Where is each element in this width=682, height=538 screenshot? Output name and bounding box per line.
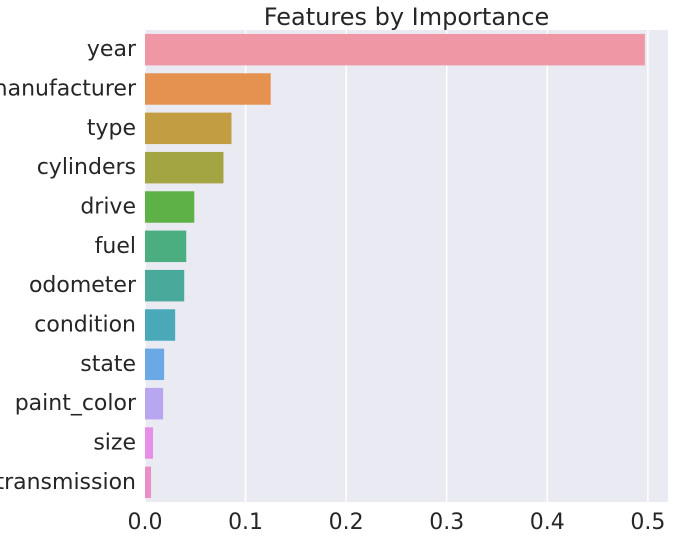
category-label: odometer	[29, 273, 137, 298]
bars	[145, 33, 645, 499]
category-label: transmission	[0, 470, 136, 495]
category-label: fuel	[95, 234, 136, 259]
bar-manufacturer	[145, 73, 271, 105]
x-tick-label: 0.1	[228, 510, 263, 535]
bar-state	[145, 348, 165, 381]
category-label: drive	[80, 195, 136, 220]
x-tick-label: 0.3	[429, 510, 464, 535]
bar-odometer	[145, 269, 185, 302]
x-tick-label: 0.2	[329, 510, 364, 535]
bar-size	[145, 427, 154, 459]
bar-condition	[145, 309, 176, 341]
category-label: cylinders	[37, 155, 136, 180]
x-tick-labels: 0.0 0.1 0.2 0.3 0.4 0.5	[128, 510, 666, 535]
bar-drive	[145, 191, 195, 223]
chart-title: Features by Importance	[264, 3, 549, 31]
bar-fuel	[145, 230, 187, 263]
x-tick-label: 0.4	[530, 510, 565, 535]
category-label: state	[80, 352, 136, 377]
category-label: condition	[34, 313, 136, 338]
category-label: type	[87, 116, 136, 141]
grid-lines	[144, 30, 649, 502]
bar-transmission	[145, 466, 152, 499]
category-label: year	[87, 37, 137, 62]
bar-cylinders	[145, 151, 224, 184]
plot-background	[145, 30, 668, 502]
bar-paint-color	[145, 387, 164, 420]
category-label: manufacturer	[0, 77, 137, 102]
x-tick-label: 0.5	[630, 510, 665, 535]
x-tick-label: 0.0	[128, 510, 163, 535]
category-label: paint_color	[15, 391, 137, 416]
bar-type	[145, 112, 232, 145]
category-label: size	[93, 431, 136, 456]
bar-year	[145, 33, 645, 66]
category-labels: year manufacturer type cylinders drive fuel od…	[0, 37, 137, 495]
